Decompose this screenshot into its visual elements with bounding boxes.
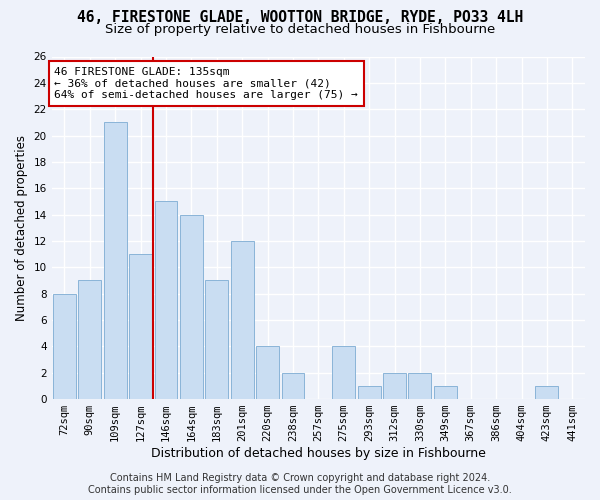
Bar xyxy=(79,280,101,399)
Bar xyxy=(332,346,355,399)
Bar xyxy=(256,346,279,399)
Bar xyxy=(409,372,431,399)
Text: 46 FIRESTONE GLADE: 135sqm
← 36% of detached houses are smaller (42)
64% of semi: 46 FIRESTONE GLADE: 135sqm ← 36% of deta… xyxy=(55,67,358,100)
Bar xyxy=(281,372,304,399)
X-axis label: Distribution of detached houses by size in Fishbourne: Distribution of detached houses by size … xyxy=(151,447,486,460)
Y-axis label: Number of detached properties: Number of detached properties xyxy=(15,135,28,321)
Bar xyxy=(535,386,559,399)
Bar xyxy=(180,214,203,399)
Bar xyxy=(53,294,76,399)
Text: Contains HM Land Registry data © Crown copyright and database right 2024.
Contai: Contains HM Land Registry data © Crown c… xyxy=(88,474,512,495)
Text: Size of property relative to detached houses in Fishbourne: Size of property relative to detached ho… xyxy=(105,22,495,36)
Bar xyxy=(231,241,254,399)
Bar xyxy=(358,386,380,399)
Bar xyxy=(383,372,406,399)
Text: 46, FIRESTONE GLADE, WOOTTON BRIDGE, RYDE, PO33 4LH: 46, FIRESTONE GLADE, WOOTTON BRIDGE, RYD… xyxy=(77,10,523,25)
Bar xyxy=(129,254,152,399)
Bar xyxy=(205,280,228,399)
Bar xyxy=(155,202,178,399)
Bar xyxy=(434,386,457,399)
Bar xyxy=(104,122,127,399)
